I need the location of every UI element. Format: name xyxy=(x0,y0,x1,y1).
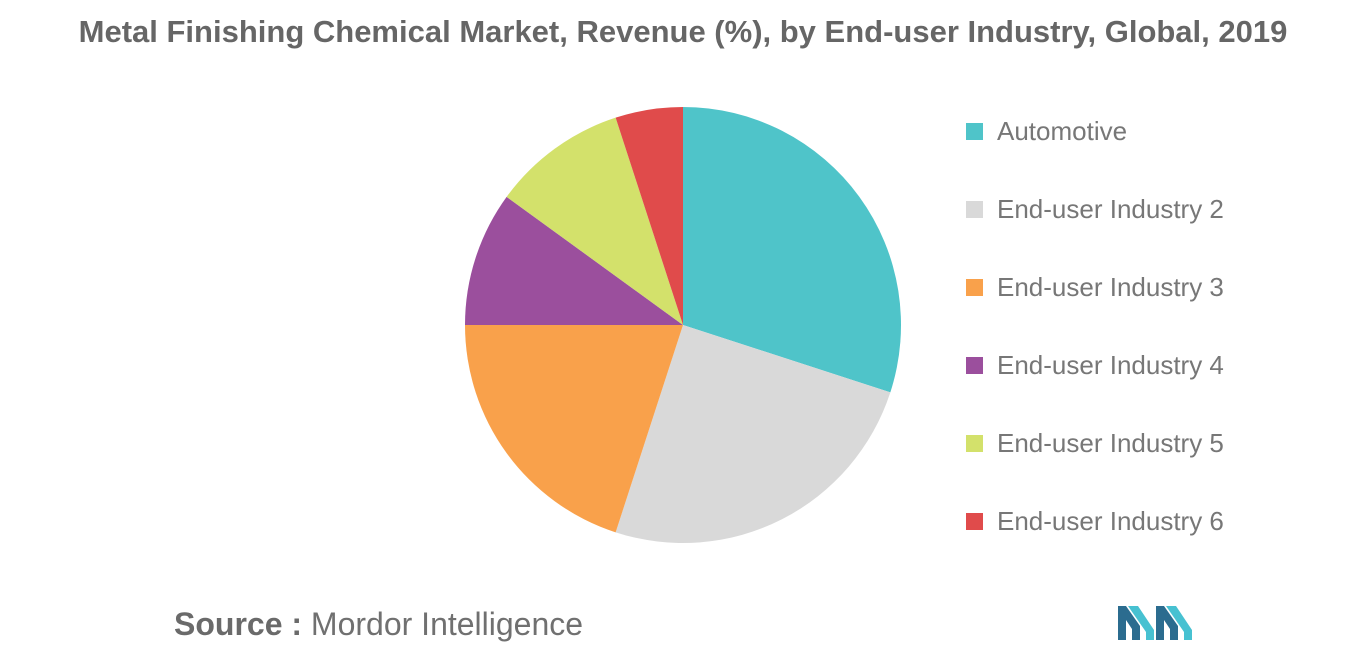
legend-item: End-user Industry 5 xyxy=(966,424,1224,462)
legend-item: End-user Industry 6 xyxy=(966,502,1224,540)
legend-label: End-user Industry 3 xyxy=(997,271,1224,302)
legend-swatch xyxy=(966,200,983,218)
pie-slice-1 xyxy=(683,107,901,393)
pie-slice-6 xyxy=(615,107,683,325)
source-name: Mordor Intelligence xyxy=(310,606,584,642)
legend-label: End-user Industry 4 xyxy=(997,349,1224,380)
mordor-intelligence-logo-icon xyxy=(1118,606,1192,640)
pie-slice-2 xyxy=(615,325,891,543)
legend-label: End-user Industry 2 xyxy=(997,193,1224,224)
legend-label: End-user Industry 6 xyxy=(997,505,1224,536)
legend-item: End-user Industry 2 xyxy=(966,190,1224,228)
legend-swatch xyxy=(966,122,983,140)
pie-chart xyxy=(465,107,901,543)
source-note: Source : Mordor Intelligence xyxy=(174,606,583,643)
legend-item: End-user Industry 4 xyxy=(966,346,1224,384)
legend-item: Automotive xyxy=(966,112,1224,150)
legend-swatch xyxy=(966,356,983,374)
legend-swatch xyxy=(966,512,983,530)
legend-swatch xyxy=(966,434,983,452)
legend-item: End-user Industry 3 xyxy=(966,268,1224,306)
pie-slice-4 xyxy=(465,196,683,325)
legend-label: Automotive xyxy=(997,115,1128,146)
legend-swatch xyxy=(966,278,983,296)
chart-title: Metal Finishing Chemical Market, Revenue… xyxy=(78,14,1288,49)
legend-label: End-user Industry 5 xyxy=(997,427,1224,458)
chart-legend: Automotive End-user Industry 2 End-user In… xyxy=(966,112,1224,580)
source-label: Source : xyxy=(174,606,303,642)
pie-slice-3 xyxy=(465,325,683,533)
pie-slice-5 xyxy=(506,117,683,325)
